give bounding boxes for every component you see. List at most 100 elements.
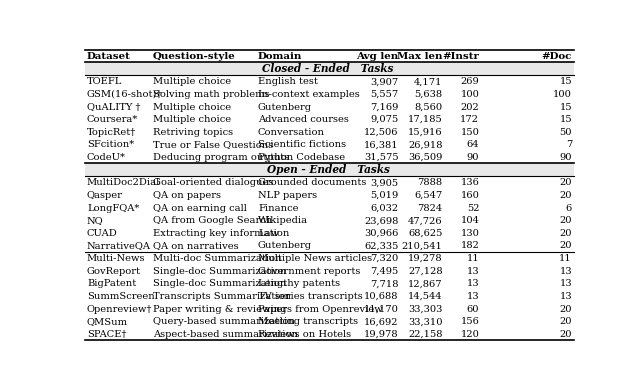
Text: Grounded documents: Grounded documents bbox=[258, 178, 366, 187]
Text: 104: 104 bbox=[460, 216, 479, 225]
Text: 20: 20 bbox=[559, 330, 572, 339]
Text: Advanced courses: Advanced courses bbox=[258, 115, 349, 124]
Text: CodeU*: CodeU* bbox=[87, 153, 126, 162]
Text: 100: 100 bbox=[553, 90, 572, 99]
Text: Papers from Openreview: Papers from Openreview bbox=[258, 305, 383, 314]
Text: 20: 20 bbox=[559, 216, 572, 225]
Text: 210,541: 210,541 bbox=[402, 241, 443, 250]
Text: Multiple choice: Multiple choice bbox=[153, 115, 231, 124]
Text: Gutenberg: Gutenberg bbox=[258, 241, 312, 250]
FancyBboxPatch shape bbox=[85, 163, 573, 176]
Text: 33,310: 33,310 bbox=[408, 317, 443, 326]
Text: 4,171: 4,171 bbox=[414, 77, 443, 86]
Text: 100: 100 bbox=[460, 90, 479, 99]
Text: Deducing program outputs: Deducing program outputs bbox=[153, 153, 289, 162]
Text: Goal-oriented dialogues: Goal-oriented dialogues bbox=[153, 178, 273, 187]
Text: NarrativeQA: NarrativeQA bbox=[87, 241, 151, 250]
Text: Lengthy patents: Lengthy patents bbox=[258, 279, 340, 288]
Text: 5,019: 5,019 bbox=[371, 191, 399, 200]
Text: 13: 13 bbox=[559, 279, 572, 288]
Text: Law: Law bbox=[258, 229, 279, 238]
Text: TopicRet†: TopicRet† bbox=[87, 128, 136, 137]
Text: Solving math problems: Solving math problems bbox=[153, 90, 269, 99]
Text: 3,907: 3,907 bbox=[371, 77, 399, 86]
Text: 20: 20 bbox=[559, 178, 572, 187]
Text: 7: 7 bbox=[566, 140, 572, 149]
Text: 7824: 7824 bbox=[417, 204, 443, 213]
Text: 16,692: 16,692 bbox=[364, 317, 399, 326]
Text: 62,335: 62,335 bbox=[364, 241, 399, 250]
Text: 172: 172 bbox=[460, 115, 479, 124]
Text: QuALITY †: QuALITY † bbox=[87, 102, 140, 111]
Text: SummScreen: SummScreen bbox=[87, 292, 155, 301]
Text: Single-doc Summarization: Single-doc Summarization bbox=[153, 267, 286, 276]
Text: 23,698: 23,698 bbox=[364, 216, 399, 225]
Text: 182: 182 bbox=[460, 241, 479, 250]
Text: 269: 269 bbox=[460, 77, 479, 86]
Text: 160: 160 bbox=[460, 191, 479, 200]
Text: QA on narratives: QA on narratives bbox=[153, 241, 239, 250]
Text: 7,495: 7,495 bbox=[371, 267, 399, 276]
Text: Dataset: Dataset bbox=[87, 52, 131, 61]
Text: 202: 202 bbox=[460, 102, 479, 111]
Text: 5,638: 5,638 bbox=[415, 90, 443, 99]
Text: Max len: Max len bbox=[397, 52, 443, 61]
Text: 90: 90 bbox=[559, 153, 572, 162]
Text: 12,867: 12,867 bbox=[408, 279, 443, 288]
Text: 7,718: 7,718 bbox=[370, 279, 399, 288]
Text: 13: 13 bbox=[559, 292, 572, 301]
Text: Gutenberg: Gutenberg bbox=[258, 102, 312, 111]
Text: Coursera*: Coursera* bbox=[87, 115, 138, 124]
Text: Reviews on Hotels: Reviews on Hotels bbox=[258, 330, 351, 339]
Text: GSM(16-shot)†: GSM(16-shot)† bbox=[87, 90, 163, 99]
Text: 47,726: 47,726 bbox=[408, 216, 443, 225]
Text: 22,158: 22,158 bbox=[408, 330, 443, 339]
Text: Aspect-based summarization: Aspect-based summarization bbox=[153, 330, 298, 339]
Text: 8,560: 8,560 bbox=[415, 102, 443, 111]
Text: QMSum: QMSum bbox=[87, 317, 128, 326]
Text: Domain: Domain bbox=[258, 52, 302, 61]
Text: MultiDoc2Dial: MultiDoc2Dial bbox=[87, 178, 160, 187]
Text: #Doc: #Doc bbox=[541, 52, 572, 61]
Text: Python Codebase: Python Codebase bbox=[258, 153, 345, 162]
Text: GovReport: GovReport bbox=[87, 267, 141, 276]
Text: NQ: NQ bbox=[87, 216, 104, 225]
Text: 15,916: 15,916 bbox=[408, 128, 443, 137]
Text: TOEFL: TOEFL bbox=[87, 77, 122, 86]
Text: 20: 20 bbox=[559, 191, 572, 200]
Text: 64: 64 bbox=[467, 140, 479, 149]
Text: Open - Ended   Tasks: Open - Ended Tasks bbox=[267, 164, 389, 175]
Text: 36,509: 36,509 bbox=[408, 153, 443, 162]
Text: 52: 52 bbox=[467, 204, 479, 213]
Text: 7888: 7888 bbox=[417, 178, 443, 187]
Text: Government reports: Government reports bbox=[258, 267, 360, 276]
Text: 15: 15 bbox=[559, 115, 572, 124]
Text: 20: 20 bbox=[559, 317, 572, 326]
Text: 15: 15 bbox=[559, 77, 572, 86]
Text: Extracting key information: Extracting key information bbox=[153, 229, 289, 238]
Text: Multi-doc Summarization: Multi-doc Summarization bbox=[153, 254, 282, 263]
Text: 13: 13 bbox=[467, 267, 479, 276]
Text: 156: 156 bbox=[460, 317, 479, 326]
Text: CUAD: CUAD bbox=[87, 229, 118, 238]
Text: 7,169: 7,169 bbox=[370, 102, 399, 111]
Text: Query-based summarization: Query-based summarization bbox=[153, 317, 295, 326]
Text: 3,905: 3,905 bbox=[371, 178, 399, 187]
Text: Qasper: Qasper bbox=[87, 191, 123, 200]
Text: 68,625: 68,625 bbox=[408, 229, 443, 238]
Text: 9,075: 9,075 bbox=[371, 115, 399, 124]
Text: In-context examples: In-context examples bbox=[258, 90, 360, 99]
Text: 136: 136 bbox=[460, 178, 479, 187]
Text: Wikipedia: Wikipedia bbox=[258, 216, 308, 225]
Text: 20: 20 bbox=[559, 305, 572, 314]
Text: 7,320: 7,320 bbox=[371, 254, 399, 263]
Text: QA on papers: QA on papers bbox=[153, 191, 221, 200]
Text: 6,547: 6,547 bbox=[414, 191, 443, 200]
Text: 11,170: 11,170 bbox=[364, 305, 399, 314]
Text: Paper writing & reviewing: Paper writing & reviewing bbox=[153, 305, 286, 314]
Text: 6: 6 bbox=[566, 204, 572, 213]
Text: Closed - Ended   Tasks: Closed - Ended Tasks bbox=[262, 63, 394, 74]
Text: Multiple News articles: Multiple News articles bbox=[258, 254, 372, 263]
Text: 19,278: 19,278 bbox=[408, 254, 443, 263]
Text: Meeting transcripts: Meeting transcripts bbox=[258, 317, 358, 326]
